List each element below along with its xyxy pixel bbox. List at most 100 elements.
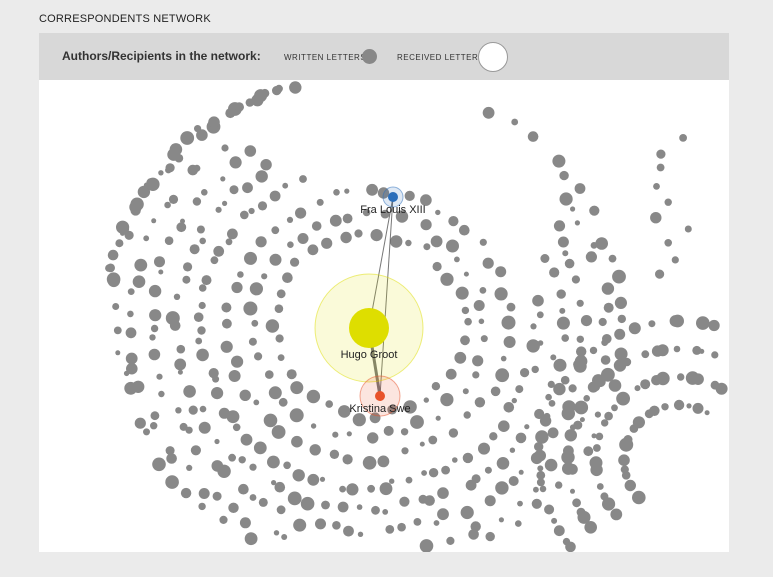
correspondent-node[interactable]: [562, 462, 575, 475]
correspondent-node[interactable]: [127, 288, 135, 295]
correspondent-node[interactable]: [420, 219, 432, 231]
correspondent-node[interactable]: [168, 194, 179, 204]
correspondent-node[interactable]: [595, 237, 608, 250]
correspondent-node[interactable]: [437, 508, 449, 521]
correspondent-node[interactable]: [420, 194, 432, 206]
correspondent-node[interactable]: [508, 476, 519, 486]
correspondent-node[interactable]: [435, 209, 441, 216]
correspondent-node[interactable]: [583, 395, 590, 402]
correspondent-node[interactable]: [293, 518, 307, 532]
correspondent-node[interactable]: [282, 182, 289, 189]
correspondent-node[interactable]: [240, 210, 249, 220]
correspondent-node[interactable]: [215, 206, 222, 213]
correspondent-node[interactable]: [612, 269, 626, 284]
correspondent-node[interactable]: [462, 388, 469, 395]
correspondent-node[interactable]: [428, 435, 438, 445]
correspondent-node[interactable]: [536, 470, 546, 480]
correspondent-node[interactable]: [478, 318, 485, 325]
correspondent-node[interactable]: [164, 236, 174, 245]
correspondent-node[interactable]: [362, 456, 377, 470]
correspondent-node[interactable]: [149, 334, 156, 341]
correspondent-node[interactable]: [115, 350, 121, 356]
correspondent-node[interactable]: [367, 484, 375, 493]
correspondent-node[interactable]: [432, 261, 442, 272]
correspondent-node[interactable]: [198, 502, 206, 511]
correspondent-node[interactable]: [480, 335, 488, 343]
correspondent-node[interactable]: [186, 464, 193, 471]
correspondent-node[interactable]: [137, 185, 151, 199]
correspondent-node[interactable]: [321, 237, 333, 249]
correspondent-node[interactable]: [290, 257, 300, 267]
correspondent-node[interactable]: [218, 407, 230, 419]
correspondent-node[interactable]: [423, 243, 431, 251]
correspondent-node[interactable]: [352, 413, 366, 427]
correspondent-node[interactable]: [287, 241, 294, 248]
correspondent-node[interactable]: [671, 256, 679, 264]
correspondent-node[interactable]: [214, 438, 220, 445]
correspondent-node[interactable]: [221, 302, 232, 313]
correspondent-node[interactable]: [221, 144, 229, 152]
correspondent-node[interactable]: [309, 444, 321, 456]
correspondent-node[interactable]: [448, 216, 459, 227]
correspondent-node[interactable]: [295, 207, 307, 219]
correspondent-node[interactable]: [253, 399, 260, 406]
correspondent-node[interactable]: [148, 348, 161, 361]
correspondent-node[interactable]: [473, 300, 485, 311]
correspondent-node[interactable]: [555, 481, 563, 489]
correspondent-node[interactable]: [286, 216, 294, 223]
correspondent-node[interactable]: [342, 454, 353, 465]
correspondent-node[interactable]: [562, 537, 571, 546]
correspondent-node[interactable]: [232, 423, 241, 432]
correspondent-node[interactable]: [367, 432, 379, 444]
correspondent-node[interactable]: [544, 458, 558, 472]
correspondent-node[interactable]: [501, 315, 516, 330]
correspondent-node[interactable]: [561, 334, 569, 342]
correspondent-node[interactable]: [229, 185, 239, 195]
correspondent-node[interactable]: [390, 235, 403, 248]
correspondent-node[interactable]: [124, 381, 138, 395]
correspondent-node[interactable]: [579, 417, 585, 423]
correspondent-node[interactable]: [400, 428, 409, 436]
correspondent-node[interactable]: [679, 134, 687, 142]
correspondent-node[interactable]: [344, 188, 350, 194]
correspondent-node[interactable]: [584, 521, 597, 534]
correspondent-node[interactable]: [126, 362, 138, 375]
correspondent-node[interactable]: [460, 505, 474, 520]
correspondent-node[interactable]: [494, 287, 508, 301]
correspondent-node[interactable]: [553, 525, 565, 537]
correspondent-node[interactable]: [198, 488, 210, 499]
correspondent-node[interactable]: [699, 348, 705, 354]
correspondent-node[interactable]: [382, 509, 389, 515]
correspondent-node[interactable]: [559, 170, 569, 181]
correspondent-node[interactable]: [112, 303, 120, 310]
correspondent-node[interactable]: [661, 403, 669, 411]
correspondent-node[interactable]: [600, 492, 609, 501]
correspondent-node[interactable]: [274, 481, 286, 493]
correspondent-node[interactable]: [653, 183, 660, 190]
correspondent-node[interactable]: [220, 176, 226, 182]
correspondent-node[interactable]: [158, 170, 164, 176]
correspondent-node[interactable]: [708, 319, 720, 332]
correspondent-node[interactable]: [332, 431, 339, 438]
correspondent-node[interactable]: [150, 411, 160, 421]
correspondent-node[interactable]: [156, 373, 163, 380]
correspondent-node[interactable]: [166, 453, 177, 464]
correspondent-node[interactable]: [604, 411, 613, 421]
correspondent-node[interactable]: [272, 85, 282, 96]
correspondent-node[interactable]: [482, 257, 494, 269]
correspondent-node[interactable]: [180, 131, 195, 145]
correspondent-node[interactable]: [671, 314, 684, 328]
correspondent-node[interactable]: [553, 358, 567, 372]
correspondent-node[interactable]: [648, 320, 656, 328]
correspondent-node[interactable]: [383, 425, 394, 436]
correspondent-node[interactable]: [561, 406, 575, 421]
correspondent-node[interactable]: [180, 218, 185, 224]
correspondent-node[interactable]: [623, 435, 633, 444]
correspondent-node[interactable]: [446, 536, 455, 545]
correspondent-node[interactable]: [193, 312, 204, 322]
correspondent-node[interactable]: [463, 271, 469, 277]
correspondent-node[interactable]: [249, 463, 257, 471]
correspondent-node[interactable]: [242, 182, 253, 194]
correspondent-node[interactable]: [576, 299, 584, 307]
correspondent-node[interactable]: [239, 517, 251, 529]
